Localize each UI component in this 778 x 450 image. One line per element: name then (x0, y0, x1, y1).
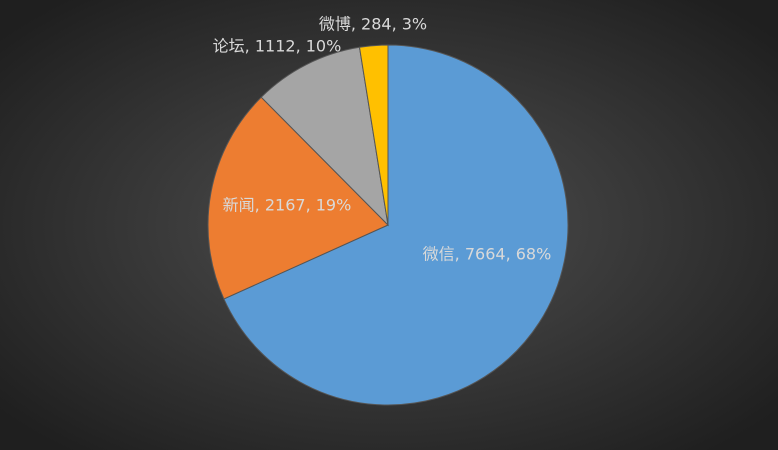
pie-slice (207, 96, 389, 300)
data-label: 微博, 284, 3% (319, 15, 427, 34)
data-label: 微信, 7664, 68% (423, 245, 552, 264)
pie-slice (260, 46, 389, 227)
data-label: 新闻, 2167, 19% (223, 196, 352, 215)
data-label: 论坛, 1112, 10% (213, 37, 342, 56)
pie-slice (358, 44, 389, 226)
pie-slice (223, 44, 569, 406)
